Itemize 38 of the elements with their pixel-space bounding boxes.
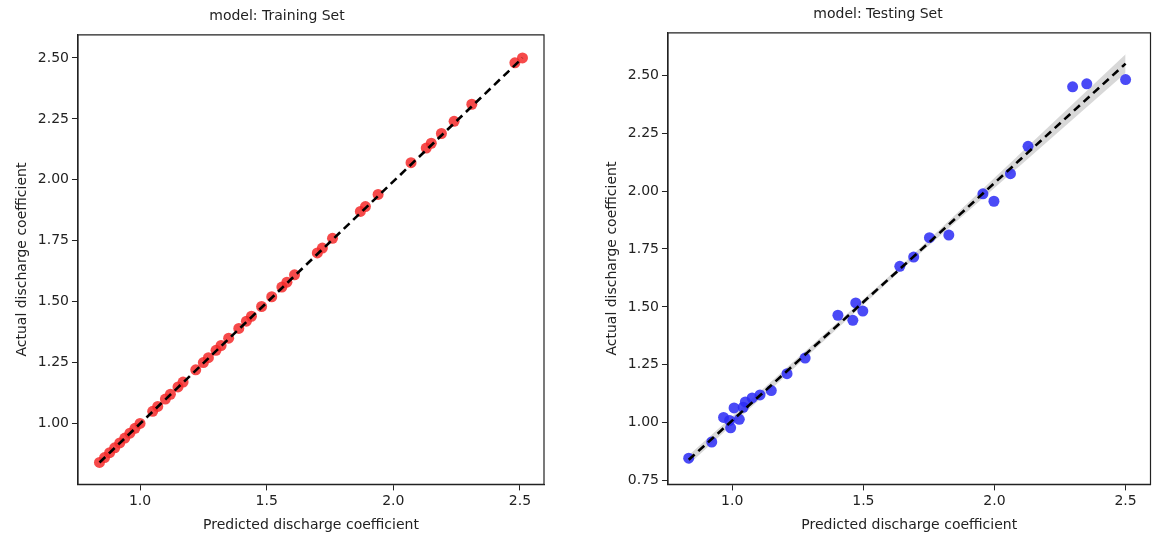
- point: [1120, 74, 1132, 86]
- x-axis-title: Predicted discharge coefficient: [203, 516, 420, 533]
- y-tick-label: 2.50: [627, 65, 659, 82]
- y-tick-label: 1.50: [627, 297, 659, 314]
- point: [847, 314, 859, 326]
- x-tick-label: 2.0: [983, 492, 1006, 509]
- y-axis-title: Actual discharge coefficient: [13, 162, 30, 357]
- y-tick-label: 2.25: [37, 109, 69, 126]
- y-tick-label: 2.50: [37, 48, 69, 65]
- x-axis-title: Predicted discharge coefficient: [801, 516, 1018, 533]
- y-tick-label: 1.25: [627, 355, 659, 372]
- chart-title: model: Training Set: [209, 7, 346, 24]
- x-tick-label: 2.5: [1114, 492, 1137, 509]
- y-tick-label: 1.00: [37, 414, 69, 431]
- y-tick-label: 2.00: [627, 181, 659, 198]
- point: [988, 195, 1000, 207]
- y-axis-title: Actual discharge coefficient: [603, 161, 620, 356]
- x-tick-label: 1.0: [721, 492, 744, 509]
- x-tick-label: 1.5: [852, 492, 875, 509]
- chart-title: model: Testing Set: [813, 5, 944, 22]
- y-tick-label: 1.50: [37, 292, 69, 309]
- y-tick-label: 1.75: [37, 231, 69, 248]
- x-tick-label: 1.5: [255, 492, 278, 509]
- y-tick-label: 2.25: [627, 123, 659, 140]
- y-tick-label: 1.75: [627, 239, 659, 256]
- point: [1067, 81, 1079, 93]
- y-tick-label: 1.25: [37, 353, 69, 370]
- y-tick-label: 0.75: [627, 471, 659, 488]
- point: [832, 309, 844, 321]
- x-tick-label: 2.0: [382, 492, 405, 509]
- y-tick-label: 1.00: [627, 413, 659, 430]
- point: [943, 229, 955, 241]
- point: [1081, 78, 1093, 90]
- y-tick-label: 2.00: [37, 170, 69, 187]
- x-tick-label: 2.5: [508, 492, 532, 509]
- point: [857, 305, 869, 317]
- x-tick-label: 1.0: [128, 492, 152, 509]
- point: [516, 52, 528, 64]
